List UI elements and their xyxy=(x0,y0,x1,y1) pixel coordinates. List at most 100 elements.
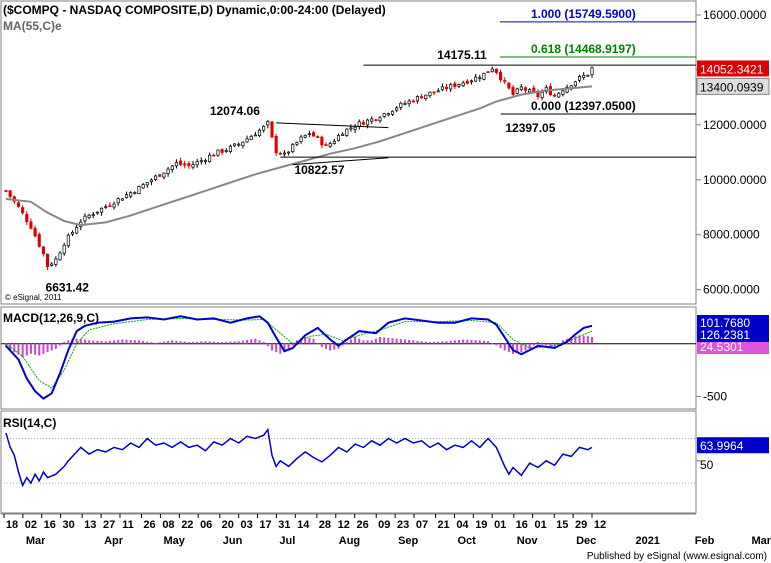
candle-body xyxy=(390,110,395,115)
macd-hist-bar xyxy=(38,343,41,356)
macd-hist-bar xyxy=(59,343,62,346)
macd-hist-bar xyxy=(428,342,431,344)
macd-hist-bar xyxy=(67,340,70,344)
macd-hist-bar xyxy=(503,343,506,351)
candle-body xyxy=(341,133,345,136)
macd-hist-bar xyxy=(391,338,394,344)
candle-body xyxy=(465,80,469,84)
x-day-label: 13 xyxy=(84,519,96,531)
x-day-label: 23 xyxy=(397,519,409,531)
x-month-label: 2021 xyxy=(635,535,659,547)
chart-title: ($COMPQ - NASDAQ COMPOSITE,D) Dynamic,0:… xyxy=(3,3,386,17)
x-month-label: Oct xyxy=(457,535,476,547)
x-month-label: Jun xyxy=(223,535,243,547)
macd-hist-bar xyxy=(453,340,456,344)
candle-body xyxy=(199,160,203,163)
candle-body xyxy=(224,150,228,152)
candle-body xyxy=(87,214,91,219)
x-day-label: 15 xyxy=(556,519,568,531)
macd-hist-bar xyxy=(362,340,365,344)
macd-hist-bar xyxy=(354,336,357,344)
macd-hist-bar xyxy=(125,339,128,344)
x-day-label: 31 xyxy=(278,519,290,531)
candle-body xyxy=(282,152,287,155)
candle-body xyxy=(179,160,183,165)
x-day-label: 11 xyxy=(122,519,134,531)
candle-body xyxy=(16,202,21,207)
x-day-label: 16 xyxy=(516,519,528,531)
candle-body xyxy=(415,96,419,102)
macd-hist-bar xyxy=(291,343,294,346)
macd-hist-bar xyxy=(21,343,24,358)
price-annotation: 12397.05 xyxy=(505,121,555,135)
macd-hist-bar xyxy=(121,339,124,344)
y-tick-label: 16000.0000 xyxy=(703,8,767,22)
macd-hist-bar xyxy=(536,342,539,344)
candle-body xyxy=(21,207,25,214)
macd-hist-bar xyxy=(142,340,145,344)
macd-value: 101.7680 xyxy=(700,316,750,330)
candle-body xyxy=(361,122,365,125)
candle-body xyxy=(590,67,594,76)
candle-body xyxy=(208,154,212,162)
candle-body xyxy=(183,163,187,166)
macd-hist-bar xyxy=(50,343,53,351)
candle-body xyxy=(324,144,328,146)
macd-hist-bar xyxy=(420,341,423,344)
macd-hist-bar xyxy=(549,343,552,347)
candle-body xyxy=(216,149,220,156)
ma-line xyxy=(5,85,593,227)
candle-body xyxy=(37,234,41,247)
macd-hist-bar xyxy=(183,341,186,344)
candle-body xyxy=(345,128,349,136)
macd-hist-bar xyxy=(46,343,49,353)
candle-body xyxy=(557,92,561,98)
last-price-value: 14052.3421 xyxy=(700,62,764,76)
candle-body xyxy=(511,86,515,95)
x-day-label: 19 xyxy=(475,519,487,531)
rsi-value-tag xyxy=(697,437,769,454)
x-month-label: Mar xyxy=(751,535,771,547)
macd-hist-bar xyxy=(241,340,244,344)
candle-body xyxy=(482,72,486,80)
candle-body xyxy=(311,132,316,137)
candle-body xyxy=(112,203,116,208)
candle-body xyxy=(278,152,282,155)
candle-body xyxy=(116,198,120,204)
macd-hist-bar xyxy=(171,340,174,344)
candle-body xyxy=(95,211,99,214)
candle-body xyxy=(50,263,54,266)
candle-body xyxy=(328,143,332,147)
ma-value-tag xyxy=(696,77,770,95)
candle-body xyxy=(444,86,449,90)
macd-hist-bar xyxy=(208,341,211,344)
candle-body xyxy=(137,186,141,195)
macd-hist-bar xyxy=(92,340,95,344)
macd-hist-bar xyxy=(403,339,406,344)
macd-hist-bar xyxy=(167,340,170,344)
macd-hist-bar xyxy=(96,340,99,344)
candle-body xyxy=(4,190,8,192)
copyright: © eSignal, 2011 xyxy=(5,293,62,302)
macd-hist-bar xyxy=(474,340,477,344)
candle-body xyxy=(561,90,565,95)
candle-body xyxy=(386,113,390,116)
macd-hist-bar xyxy=(574,336,577,344)
candle-body xyxy=(58,252,62,261)
macd-hist-bar xyxy=(287,343,290,351)
candle-body xyxy=(577,76,582,81)
macd-hist-bar xyxy=(379,336,382,344)
x-day-label: 14 xyxy=(297,519,310,531)
macd-hist-bar xyxy=(9,343,12,350)
macd-hist-bar xyxy=(63,342,66,344)
x-day-label: 03 xyxy=(241,519,253,531)
macd-hist-bar xyxy=(108,340,111,344)
macd-hist-bar xyxy=(179,341,182,344)
macd-hist-bar xyxy=(42,343,45,354)
candle-body xyxy=(104,206,108,208)
macd-hist-bar xyxy=(516,343,519,354)
candle-body xyxy=(129,192,133,197)
candle-body xyxy=(357,121,361,127)
macd-hist-bar xyxy=(466,339,469,344)
